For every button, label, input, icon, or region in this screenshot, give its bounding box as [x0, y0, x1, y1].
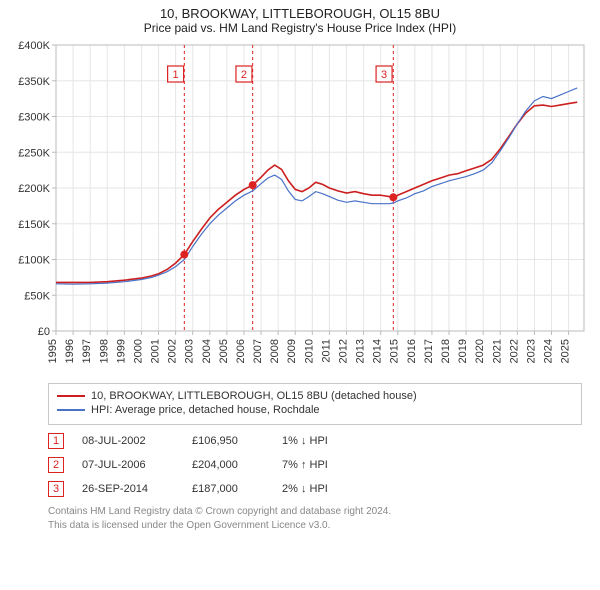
svg-text:2004: 2004 — [201, 339, 213, 363]
svg-text:1997: 1997 — [81, 339, 93, 363]
chart-svg: £0 £50K £100K £150K £200K £250K £300K £350K £400… — [10, 39, 590, 379]
transaction-marker: 2 — [48, 457, 64, 473]
svg-text:2014: 2014 — [372, 339, 384, 363]
svg-text:2010: 2010 — [303, 339, 315, 363]
svg-text:£100K: £100K — [18, 255, 50, 267]
svg-text:2019: 2019 — [457, 339, 469, 363]
transaction-delta: 7% ↑ HPI — [282, 459, 372, 471]
footer-line: Contains HM Land Registry data © Crown c… — [48, 505, 582, 519]
transaction-marker: 3 — [48, 481, 64, 497]
transaction-marker: 1 — [48, 433, 64, 449]
svg-text:2006: 2006 — [235, 339, 247, 363]
transaction-delta: 2% ↓ HPI — [282, 483, 372, 495]
svg-text:1: 1 — [173, 69, 179, 81]
svg-text:1995: 1995 — [47, 339, 59, 363]
transaction-delta: 1% ↓ HPI — [282, 435, 372, 447]
svg-text:2012: 2012 — [337, 339, 349, 363]
svg-text:£250K: £250K — [18, 147, 50, 159]
svg-text:2001: 2001 — [150, 339, 162, 363]
transaction-price: £187,000 — [192, 483, 264, 495]
page: 10, BROOKWAY, LITTLEBOROUGH, OL15 8BU Pr… — [0, 0, 600, 590]
legend-swatch — [57, 409, 85, 411]
transaction-date: 07-JUL-2006 — [82, 459, 174, 471]
transaction-price: £106,950 — [192, 435, 264, 447]
chart-subtitle: Price paid vs. HM Land Registry's House … — [10, 21, 590, 35]
footer-line: This data is licensed under the Open Gov… — [48, 519, 582, 533]
svg-text:2008: 2008 — [269, 339, 281, 363]
svg-text:2015: 2015 — [389, 339, 401, 363]
svg-text:2018: 2018 — [440, 339, 452, 363]
transaction-price: £204,000 — [192, 459, 264, 471]
legend-row: 10, BROOKWAY, LITTLEBOROUGH, OL15 8BU (d… — [57, 390, 573, 402]
svg-text:£150K: £150K — [18, 219, 50, 231]
svg-text:2025: 2025 — [560, 339, 572, 363]
transaction-row: 1 08-JUL-2002 £106,950 1% ↓ HPI — [48, 433, 582, 449]
svg-text:£200K: £200K — [18, 183, 50, 195]
legend-swatch — [57, 395, 85, 397]
transaction-date: 08-JUL-2002 — [82, 435, 174, 447]
svg-text:1996: 1996 — [64, 339, 76, 363]
footer: Contains HM Land Registry data © Crown c… — [48, 505, 582, 532]
legend: 10, BROOKWAY, LITTLEBOROUGH, OL15 8BU (d… — [48, 383, 582, 425]
transactions-table: 1 08-JUL-2002 £106,950 1% ↓ HPI 2 07-JUL… — [48, 433, 582, 497]
svg-text:2022: 2022 — [508, 339, 520, 363]
svg-text:2020: 2020 — [474, 339, 486, 363]
svg-text:2011: 2011 — [320, 339, 332, 363]
svg-text:2016: 2016 — [406, 339, 418, 363]
svg-text:2023: 2023 — [525, 339, 537, 363]
legend-label: 10, BROOKWAY, LITTLEBOROUGH, OL15 8BU (d… — [91, 390, 417, 402]
svg-text:1999: 1999 — [115, 339, 127, 363]
svg-text:2000: 2000 — [132, 339, 144, 363]
svg-text:1998: 1998 — [98, 339, 110, 363]
svg-text:2009: 2009 — [286, 339, 298, 363]
svg-text:2017: 2017 — [423, 339, 435, 363]
legend-row: HPI: Average price, detached house, Roch… — [57, 404, 573, 416]
svg-text:2: 2 — [241, 69, 247, 81]
svg-text:2021: 2021 — [491, 339, 503, 363]
svg-text:2007: 2007 — [252, 339, 264, 363]
transaction-date: 26-SEP-2014 — [82, 483, 174, 495]
svg-text:2003: 2003 — [184, 339, 196, 363]
svg-text:2005: 2005 — [218, 339, 230, 363]
legend-label: HPI: Average price, detached house, Roch… — [91, 404, 320, 416]
svg-text:2002: 2002 — [167, 339, 179, 363]
transaction-row: 3 26-SEP-2014 £187,000 2% ↓ HPI — [48, 481, 582, 497]
svg-text:3: 3 — [381, 69, 387, 81]
chart-title: 10, BROOKWAY, LITTLEBOROUGH, OL15 8BU — [10, 6, 590, 21]
transaction-row: 2 07-JUL-2006 £204,000 7% ↑ HPI — [48, 457, 582, 473]
svg-text:2013: 2013 — [355, 339, 367, 363]
svg-text:£300K: £300K — [18, 112, 50, 124]
svg-text:£50K: £50K — [24, 290, 50, 302]
svg-text:2024: 2024 — [543, 339, 555, 363]
svg-text:£0: £0 — [38, 326, 50, 338]
svg-text:£350K: £350K — [18, 76, 50, 88]
svg-text:£400K: £400K — [18, 40, 50, 52]
chart: £0 £50K £100K £150K £200K £250K £300K £350K £400… — [10, 39, 590, 379]
